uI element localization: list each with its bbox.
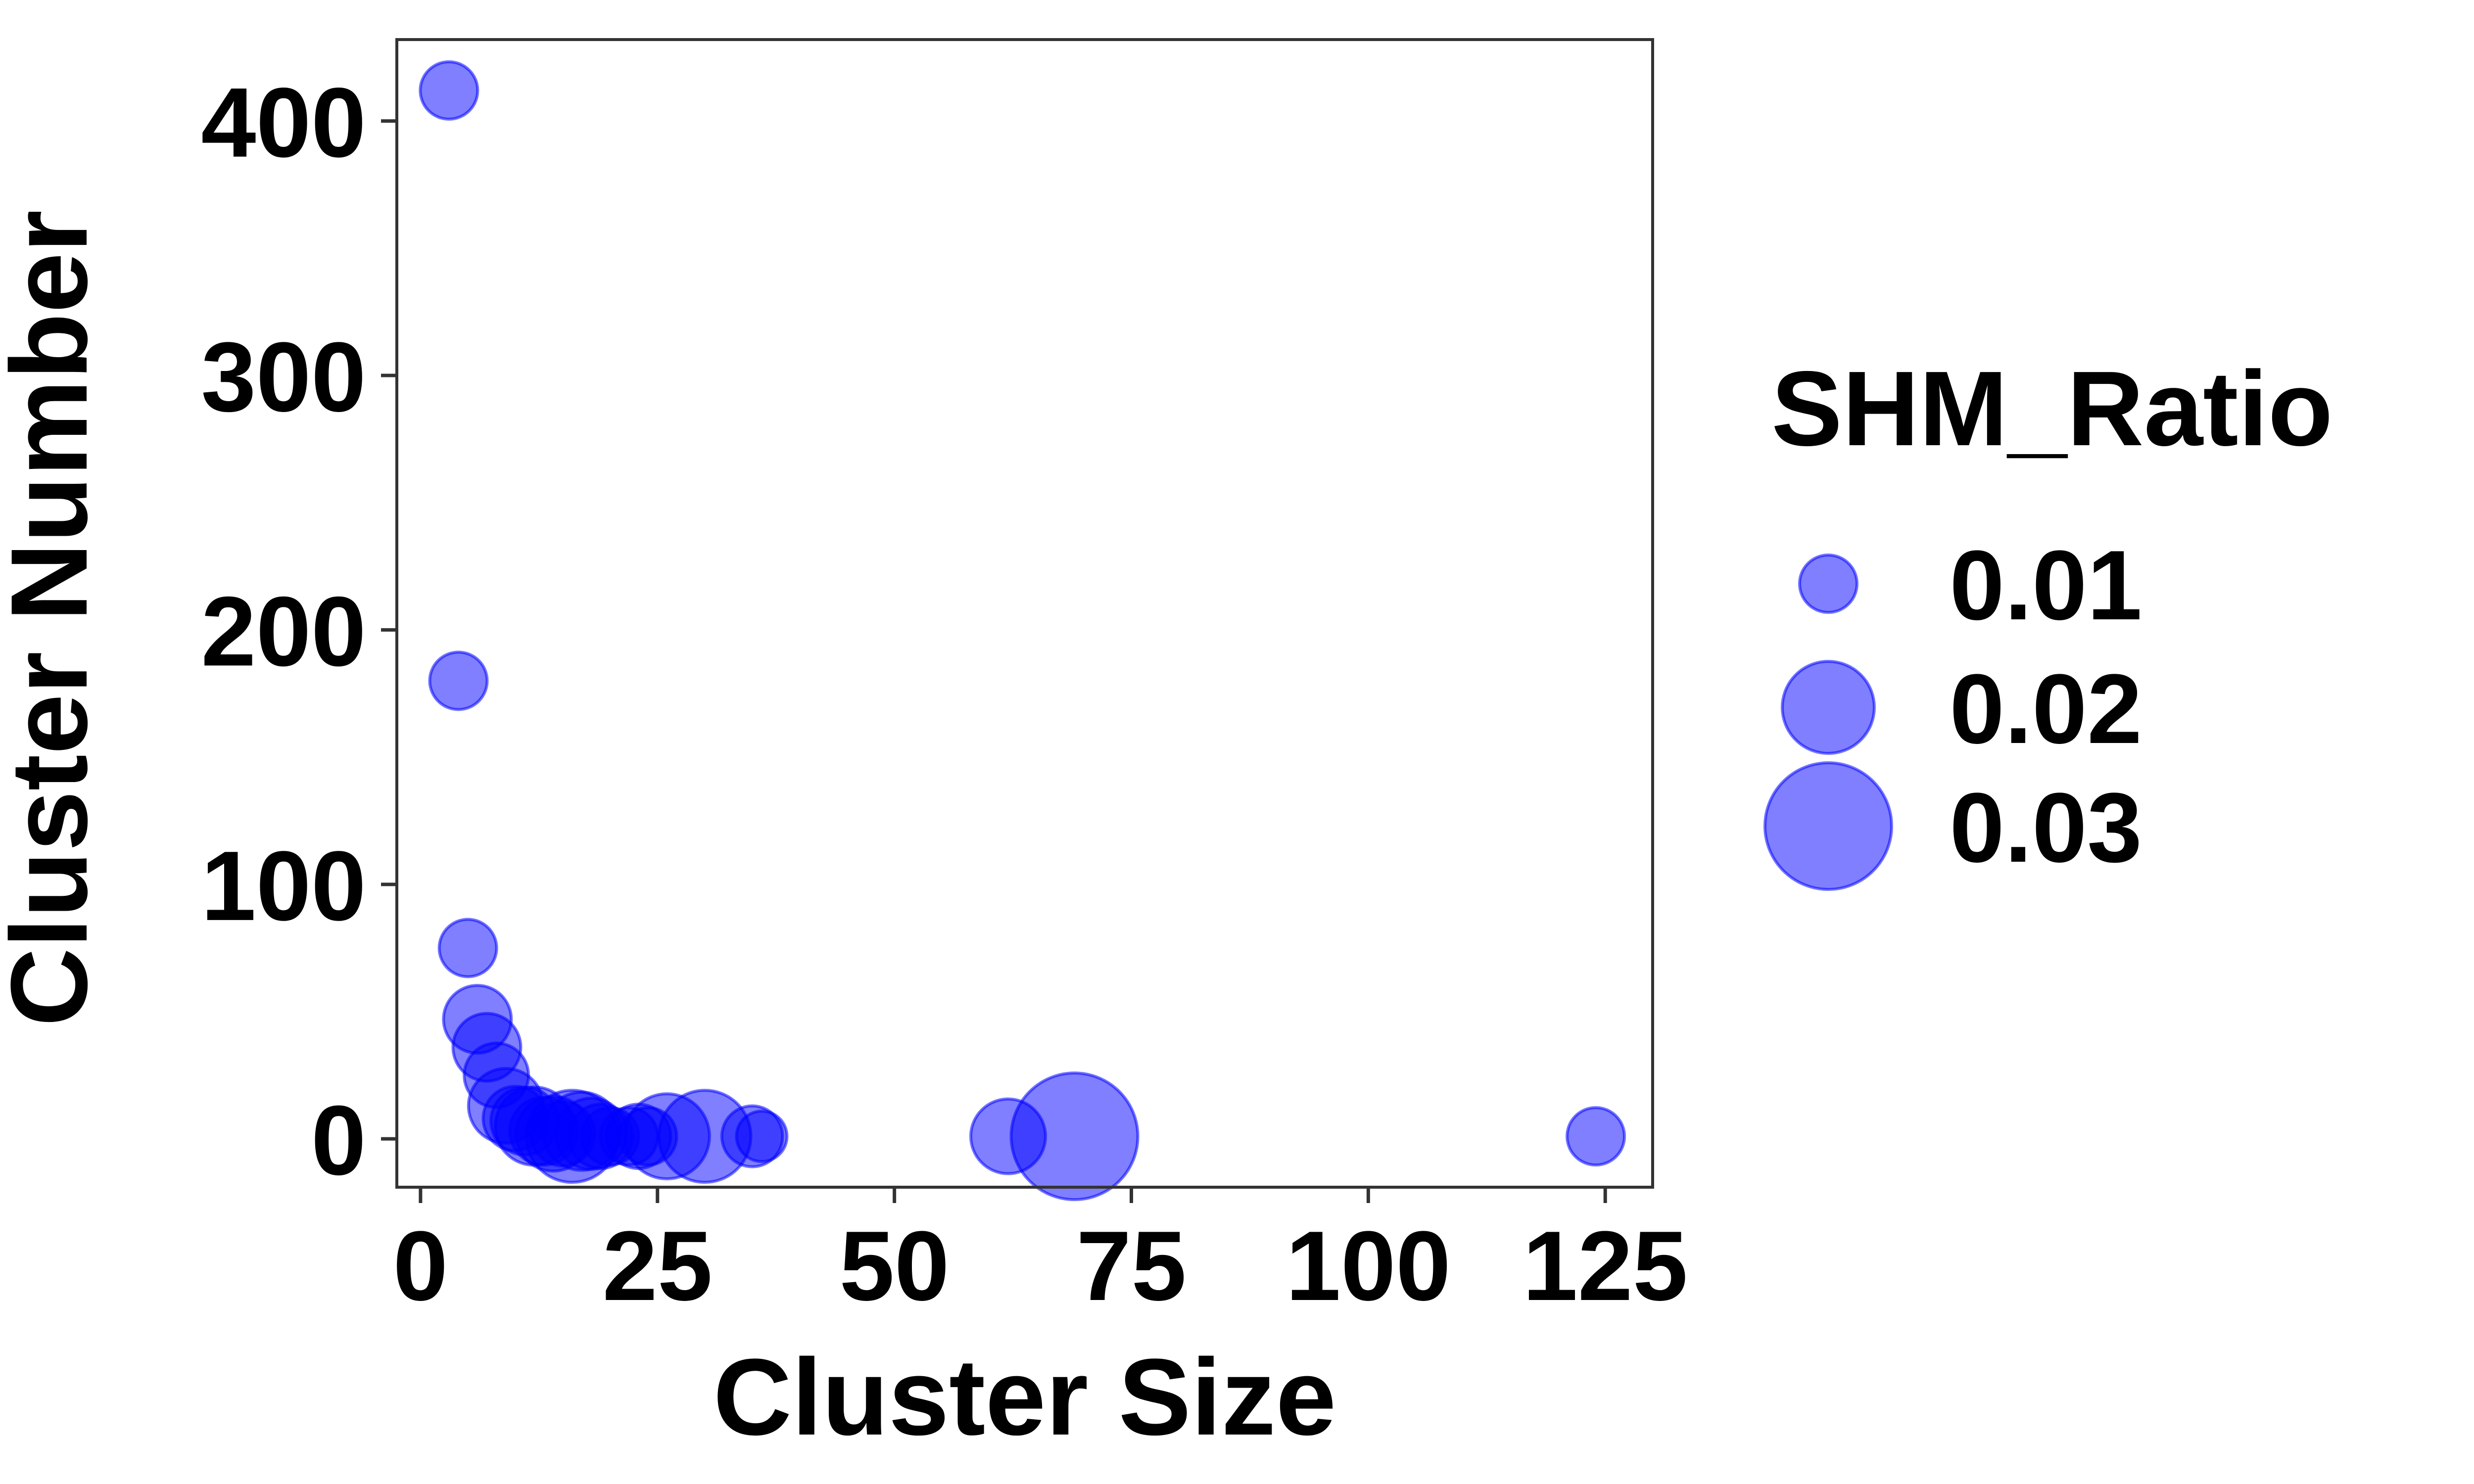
data-point — [437, 918, 498, 978]
x-tick-label: 75 — [1076, 1211, 1186, 1321]
y-tick-label: 0 — [311, 1085, 366, 1196]
y-axis-title: Cluster Number — [0, 210, 110, 1026]
legend-title: SHM_Ratio — [1771, 349, 2333, 468]
legend-key — [1798, 554, 1858, 614]
legend-entries: 0.01 0.020.03 — [1763, 530, 2142, 891]
x-axis: 0 25 50 75 100 125 — [393, 1187, 1688, 1321]
legend: SHM_Ratio 0.01 0.020.03 — [1763, 349, 2333, 891]
y-tick-label: 100 — [201, 831, 366, 941]
y-tick-label: 200 — [201, 576, 366, 687]
y-axis: 0 100 200 300 400 — [201, 68, 397, 1196]
data-point — [1009, 1071, 1140, 1202]
x-tick-label: 50 — [839, 1211, 949, 1321]
data-point — [428, 650, 489, 711]
points-layer — [419, 60, 1626, 1202]
x-tick-label: 100 — [1286, 1211, 1451, 1321]
y-tick-label: 400 — [201, 68, 366, 178]
x-tick-label: 25 — [603, 1211, 713, 1321]
x-axis-title: Cluster Size — [713, 1336, 1336, 1458]
plot-panel — [395, 38, 1654, 1189]
legend-key — [1781, 660, 1876, 755]
data-point — [419, 60, 479, 121]
legend-label: 0.02 — [1950, 654, 2142, 764]
legend-key — [1763, 761, 1893, 891]
x-tick-label: 0 — [393, 1211, 448, 1321]
data-point — [735, 1110, 789, 1163]
legend-label: 0.03 — [1950, 773, 2142, 883]
data-point — [1566, 1106, 1626, 1167]
x-tick-label: 125 — [1522, 1211, 1688, 1321]
y-tick-label: 300 — [201, 322, 366, 432]
legend-label: 0.01 — [1950, 530, 2142, 641]
